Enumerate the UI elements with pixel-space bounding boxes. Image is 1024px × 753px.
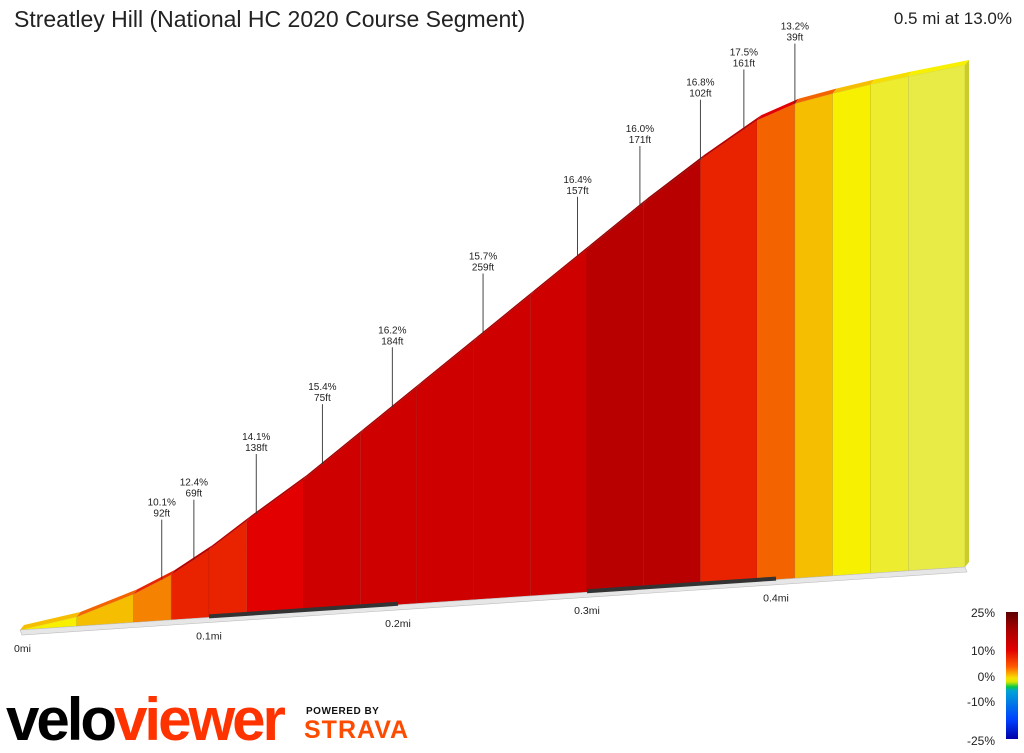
callout-length: 161ft	[733, 58, 755, 69]
gradient-strip	[832, 84, 871, 577]
callout-gradient: 16.4%	[563, 175, 591, 186]
callout-length: 102ft	[689, 89, 711, 100]
gradient-strip	[907, 64, 966, 572]
profile-top-surface	[76, 589, 138, 617]
segment-summary: 0.5 mi at 13.0%	[893, 9, 1012, 28]
distance-tick-label: 0.4mi	[763, 593, 789, 605]
callout-length: 39ft	[787, 33, 804, 44]
callout-gradient: 15.4%	[308, 382, 336, 393]
callout-length: 69ft	[186, 489, 203, 500]
scale-label-neg10: -10%	[966, 695, 995, 709]
profile-top-surface	[246, 474, 308, 521]
segment-callout: 16.8%102ft	[686, 78, 715, 160]
logo-viewer: viewer	[114, 686, 286, 753]
gradient-strip	[359, 386, 418, 608]
profile-top-surface	[473, 290, 535, 342]
gradient-strip	[529, 248, 588, 597]
profile-top-surface	[171, 544, 213, 575]
profile-top-surface	[908, 60, 969, 77]
gradient-strip	[208, 520, 248, 618]
logo-velo: velo	[6, 686, 117, 753]
distance-tick-label: 0mi	[14, 643, 31, 655]
distance-axis: 0mi 0.1mi 0.2mi 0.3mi 0.4mi	[14, 576, 789, 655]
profile-top-surface	[700, 115, 762, 160]
callout-length: 171ft	[629, 135, 651, 146]
callout-length: 157ft	[566, 186, 588, 197]
chart-title: Streatley Hill (National HC 2020 Course …	[14, 6, 526, 32]
gradient-color-scale	[1006, 612, 1018, 739]
gradient-strip	[700, 119, 758, 585]
segment-callout: 17.5%161ft	[730, 47, 758, 130]
callout-gradient: 16.8%	[686, 78, 714, 89]
callout-length: 138ft	[245, 443, 267, 454]
callout-length: 184ft	[381, 336, 403, 347]
strava-logo[interactable]: STRAVA	[304, 716, 410, 744]
callout-length: 75ft	[314, 393, 331, 404]
profile-top-surface	[587, 197, 648, 250]
profile-top-surface	[870, 71, 913, 85]
scale-label-10: 10%	[970, 644, 995, 658]
callout-gradient: 14.1%	[242, 432, 270, 443]
callout-gradient: 13.2%	[781, 22, 809, 33]
profile-top-surface	[794, 88, 837, 104]
callout-gradient: 15.7%	[469, 252, 497, 263]
segment-callout: 13.2%39ft	[781, 22, 809, 104]
profile-top-surface	[133, 569, 176, 595]
gradient-strips	[19, 64, 966, 631]
distance-tick-label: 0.1mi	[196, 630, 222, 642]
profile-top-surface	[530, 244, 591, 296]
gradient-strip	[756, 103, 796, 582]
scale-label-min: -25%	[966, 734, 995, 748]
profile-top-surface	[20, 611, 81, 630]
gradient-strip	[794, 93, 834, 579]
gradient-strip	[303, 432, 361, 612]
profile-top-surface	[303, 428, 365, 480]
veloviewer-logo[interactable]: veloviewer	[6, 690, 286, 750]
powered-by-label: POWERED BY	[306, 706, 380, 717]
scale-label-max: 25%	[970, 606, 995, 620]
segment-callout: 15.7%259ft	[469, 252, 497, 334]
distance-band	[208, 601, 399, 619]
profile-top-surface	[643, 154, 705, 203]
segment-callout: 16.2%184ft	[378, 325, 407, 408]
gradient-strip	[586, 202, 645, 593]
profile-end-face	[965, 60, 969, 567]
segment-callout: 15.4%75ft	[308, 382, 337, 465]
callout-length: 259ft	[472, 263, 494, 274]
callout-gradient: 16.0%	[626, 124, 654, 135]
distance-tick-label: 0.3mi	[574, 605, 600, 617]
distance-band	[586, 576, 777, 594]
segment-callout: 12.4%69ft	[180, 478, 208, 560]
callout-gradient: 10.1%	[148, 498, 176, 509]
gradient-strip	[473, 294, 531, 601]
segment-callout: 14.1%138ft	[242, 432, 271, 514]
profile-edges	[19, 60, 969, 636]
distance-tick-label: 0.2mi	[385, 618, 411, 630]
gradient-strip	[643, 159, 701, 589]
segment-callouts: 10.1%92ft12.4%69ft14.1%138ft15.4%75ft16.…	[148, 22, 809, 580]
segment-callout: 16.0%171ft	[626, 124, 654, 207]
profile-top-surface	[416, 336, 478, 388]
callout-gradient: 12.4%	[180, 478, 208, 489]
profile-top-surface	[360, 382, 421, 434]
segment-callout: 10.1%92ft	[148, 498, 176, 580]
callout-gradient: 17.5%	[730, 47, 758, 58]
gradient-strip	[416, 340, 474, 604]
profile-top-surface	[757, 98, 799, 121]
callout-gradient: 16.2%	[378, 325, 406, 336]
gradient-strip	[870, 75, 909, 574]
segment-callout: 16.4%157ft	[563, 175, 592, 257]
callout-length: 92ft	[153, 509, 170, 520]
profile-top-surface	[209, 515, 251, 550]
scale-label-0: 0%	[977, 670, 995, 684]
profile-top-surface	[832, 79, 875, 94]
